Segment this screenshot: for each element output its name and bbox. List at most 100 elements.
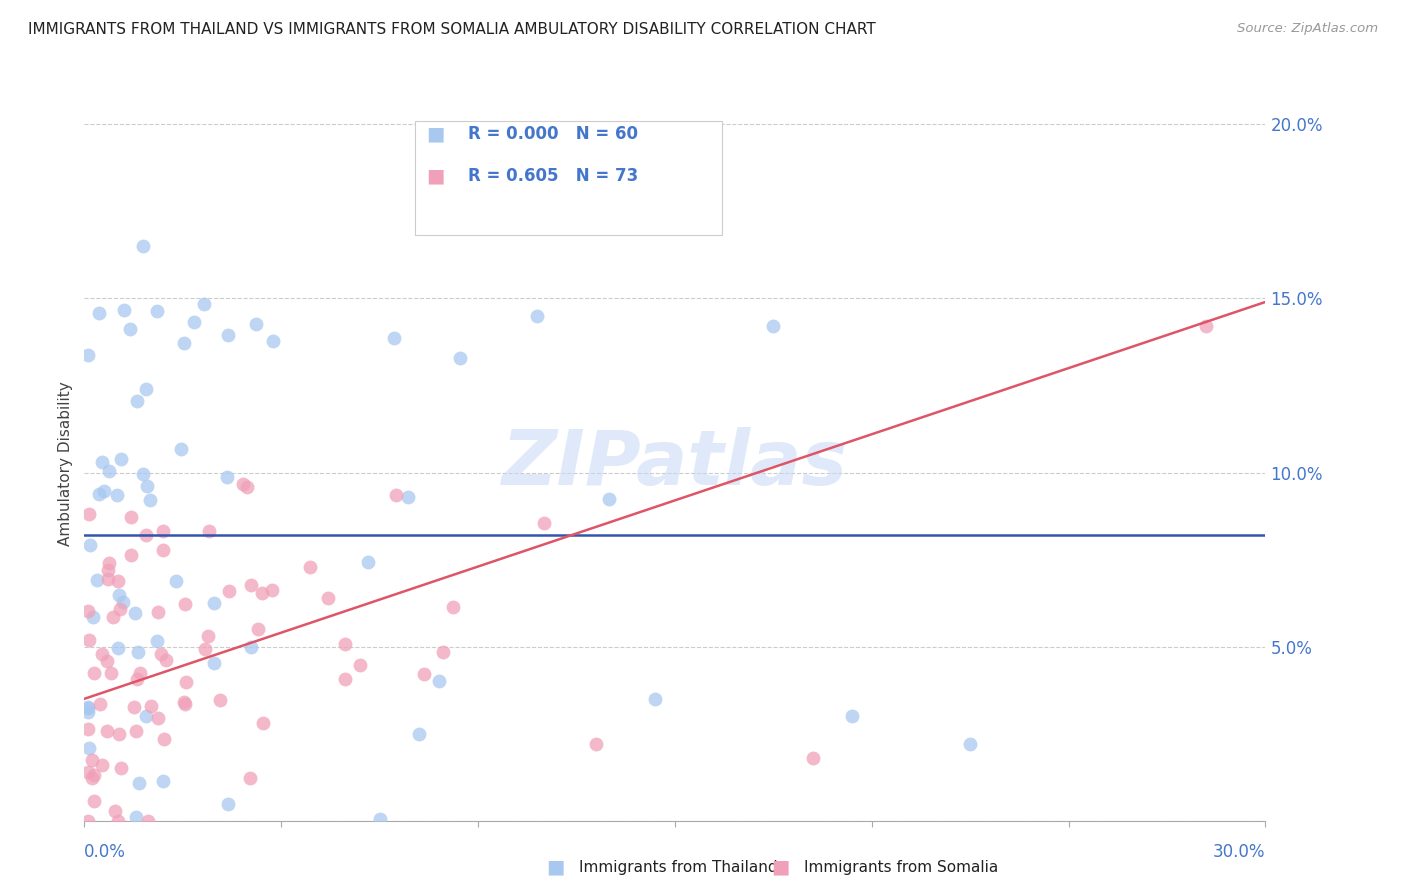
Point (90, 455, 112, 469)
Point (598, 492, 620, 507)
Point (173, 336, 195, 351)
Point (841, 709, 863, 723)
Point (173, 695, 195, 709)
Point (91, 647, 114, 661)
Point (107, 574, 129, 589)
Point (122, 699, 145, 714)
Point (413, 667, 436, 681)
Point (262, 334, 284, 349)
Point (165, 574, 187, 589)
Point (82, 772, 104, 786)
Point (77, 764, 100, 779)
Point (112, 594, 135, 608)
Point (449, 351, 471, 366)
Point (128, 776, 150, 790)
Point (82, 753, 104, 767)
Point (208, 692, 231, 706)
Point (89, 697, 111, 711)
Point (96, 654, 118, 668)
Text: ■: ■ (546, 857, 565, 877)
Point (125, 810, 148, 824)
Point (183, 315, 205, 329)
Point (120, 322, 142, 336)
Point (77, 507, 100, 521)
Point (240, 577, 263, 591)
Point (110, 452, 132, 467)
Point (316, 591, 339, 606)
Point (155, 653, 177, 667)
Point (101, 609, 124, 624)
Text: Source: ZipAtlas.com: Source: ZipAtlas.com (1237, 22, 1378, 36)
Point (98, 556, 121, 570)
Point (136, 479, 159, 493)
Text: 30.0%: 30.0% (1213, 843, 1265, 861)
Point (86, 573, 108, 587)
Point (152, 774, 174, 789)
Point (218, 584, 240, 599)
Point (152, 543, 174, 558)
Point (250, 585, 273, 599)
Point (141, 699, 163, 714)
Point (135, 708, 157, 723)
Point (197, 629, 219, 643)
Point (762, 319, 785, 334)
Point (77, 740, 100, 755)
Point (107, 814, 129, 828)
Point (124, 606, 146, 620)
Point (202, 596, 225, 610)
Point (77, 604, 100, 618)
Point (82, 610, 104, 624)
Point (153, 731, 176, 746)
Point (1195, 319, 1218, 334)
Point (333, 638, 356, 652)
Text: R = 0.000   N = 60: R = 0.000 N = 60 (468, 125, 638, 143)
Point (198, 524, 221, 539)
Point (77, 701, 100, 715)
Point (127, 645, 149, 659)
Point (427, 674, 450, 689)
Point (77, 814, 100, 828)
Point (120, 509, 142, 524)
Point (194, 642, 217, 657)
Point (252, 716, 274, 731)
Point (77, 705, 100, 719)
Point (146, 633, 169, 648)
Point (77, 723, 100, 737)
Point (333, 672, 356, 686)
Point (136, 814, 159, 828)
Point (240, 640, 263, 654)
Point (77, 348, 100, 362)
Point (146, 304, 169, 318)
Point (408, 726, 430, 740)
Point (83, 794, 105, 808)
Point (396, 490, 419, 504)
Point (232, 477, 254, 491)
Point (385, 487, 408, 501)
Point (135, 382, 157, 396)
Text: 0.0%: 0.0% (84, 843, 127, 861)
Point (585, 737, 607, 751)
Point (108, 588, 131, 602)
Point (129, 665, 152, 680)
Point (174, 697, 197, 711)
Point (152, 524, 174, 538)
Point (97, 563, 120, 577)
Point (238, 771, 260, 785)
Point (801, 751, 824, 765)
Point (236, 480, 259, 494)
Point (526, 309, 548, 323)
Point (432, 645, 454, 659)
Point (215, 469, 238, 483)
Text: R = 0.605   N = 73: R = 0.605 N = 73 (468, 167, 638, 185)
Point (108, 602, 131, 616)
Point (368, 812, 391, 826)
Point (349, 658, 371, 673)
Point (441, 600, 464, 615)
Point (135, 527, 157, 541)
Point (533, 516, 555, 530)
Point (79, 538, 101, 552)
Point (87, 305, 110, 319)
Point (127, 393, 149, 408)
Text: ■: ■ (770, 857, 790, 877)
Text: IMMIGRANTS FROM THAILAND VS IMMIGRANTS FROM SOMALIA AMBULATORY DISABILITY CORREL: IMMIGRANTS FROM THAILAND VS IMMIGRANTS F… (28, 22, 876, 37)
